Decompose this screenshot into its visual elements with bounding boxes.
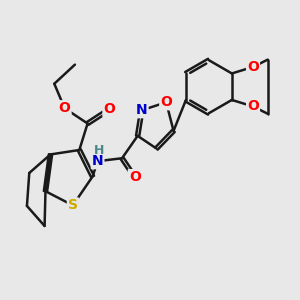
Text: O: O xyxy=(247,99,259,113)
Text: O: O xyxy=(129,170,141,184)
Text: O: O xyxy=(59,101,70,115)
Text: N: N xyxy=(136,103,148,117)
Text: N: N xyxy=(92,154,103,168)
Text: O: O xyxy=(247,60,259,74)
Text: O: O xyxy=(103,102,115,116)
Text: O: O xyxy=(160,95,172,109)
Text: H: H xyxy=(94,144,104,158)
Text: S: S xyxy=(68,198,78,212)
